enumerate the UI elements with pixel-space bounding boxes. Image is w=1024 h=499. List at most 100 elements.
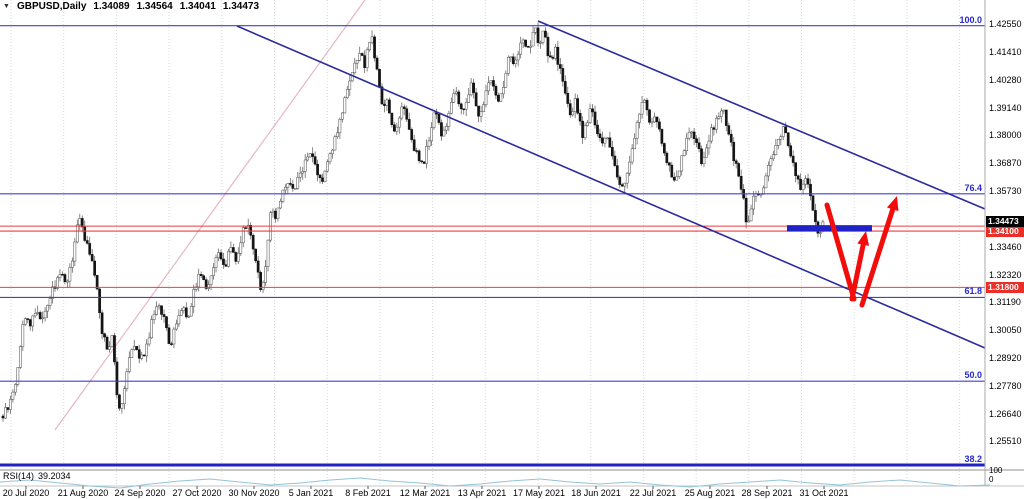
bull-candle: [779, 136, 783, 140]
bull-candle: [774, 145, 778, 155]
descending-trendline[interactable]: [236, 25, 986, 349]
bull-candle: [719, 110, 723, 117]
bull-candle: [306, 156, 310, 161]
bull-candle: [747, 220, 750, 223]
bull-candle: [685, 137, 689, 151]
bull-candle: [271, 210, 275, 213]
bull-candle: [687, 132, 691, 139]
bear-candle: [581, 120, 584, 138]
bear-candle: [167, 327, 171, 344]
bear-candle: [318, 174, 322, 179]
bear-candle: [474, 92, 478, 107]
date-axis-label: 8 Feb 2021: [345, 488, 391, 498]
bear-candle: [360, 53, 364, 56]
bull-candle: [214, 257, 218, 268]
price-axis-label: 1.41410: [989, 46, 1022, 57]
bear-candle: [536, 27, 540, 44]
bull-candle: [819, 232, 822, 234]
bear-candle: [412, 139, 416, 151]
bull-candle: [771, 154, 775, 160]
rsi-name: RSI(14): [3, 471, 35, 481]
bear-candle: [402, 106, 406, 109]
bull-candle: [603, 138, 607, 144]
fib-level-label[interactable]: 50.0: [964, 370, 982, 381]
bear-candle: [665, 152, 669, 163]
highlight-zone-rectangle[interactable]: [787, 225, 872, 232]
bull-candle: [56, 277, 59, 289]
bear-candle: [724, 109, 728, 126]
bear-candle: [383, 103, 386, 106]
bull-candle: [715, 118, 718, 130]
bear-candle: [809, 184, 812, 197]
bull-candle: [454, 91, 458, 94]
bull-candle: [702, 156, 706, 165]
fib-level-label[interactable]: 76.4: [964, 182, 982, 193]
drawn-arrow[interactable]: [849, 240, 867, 302]
date-axis-label: 18 Jun 2021: [571, 488, 621, 498]
bear-candle: [811, 195, 815, 211]
bull-candle: [21, 324, 25, 347]
bear-candle: [254, 248, 258, 262]
bull-candle: [293, 188, 297, 190]
price-axis-label: 1.32320: [989, 269, 1022, 280]
fib-level-label[interactable]: 100.0: [959, 14, 982, 25]
bear-candle: [566, 92, 570, 104]
rsi-scale-max: 100: [989, 466, 1003, 475]
bear-candle: [316, 163, 319, 176]
bear-candle: [814, 210, 817, 223]
ascending-trendline[interactable]: [54, 0, 366, 431]
bull-candle: [343, 97, 347, 114]
price-axis-label: 1.30050: [989, 325, 1022, 336]
bear-candle: [135, 346, 139, 350]
bull-candle: [355, 59, 359, 64]
bull-candle: [264, 266, 267, 283]
bull-candle: [177, 315, 181, 325]
bull-candle: [653, 116, 656, 123]
bear-candle: [734, 160, 738, 164]
bear-candle: [615, 165, 619, 178]
bear-candle: [380, 86, 384, 105]
bull-candle: [209, 275, 213, 285]
bull-candle: [23, 318, 27, 325]
bear-candle: [422, 161, 426, 164]
bear-candle: [786, 132, 790, 146]
bear-candle: [655, 116, 659, 123]
bull-candle: [187, 315, 191, 318]
descending-trendline[interactable]: [537, 20, 986, 210]
bull-candle: [633, 138, 636, 149]
bull-candle: [781, 126, 785, 137]
bull-candle: [279, 200, 282, 209]
bear-candle: [202, 275, 205, 280]
bear-candle: [363, 55, 366, 68]
bear-candle: [511, 56, 515, 65]
fib-level-label[interactable]: 61.8: [964, 286, 982, 297]
price-axis-label: 1.28920: [989, 352, 1022, 363]
bull-candle: [432, 112, 436, 128]
bull-candle: [677, 170, 681, 177]
bear-candle: [563, 81, 567, 94]
bear-candle: [784, 126, 788, 134]
price-axis-label: 1.39140: [989, 102, 1022, 113]
bull-candle: [308, 153, 312, 158]
bear-candle: [160, 305, 163, 315]
bear-candle: [526, 46, 530, 48]
bear-candle: [80, 218, 84, 228]
bull-candle: [120, 403, 124, 409]
ohlc-high-value: 1.34564: [136, 1, 173, 12]
fib-level-label[interactable]: 38.2: [964, 454, 982, 464]
date-axis-label: 25 Aug 2021: [684, 488, 736, 498]
bear-candle: [405, 108, 409, 120]
bear-candle: [415, 150, 419, 152]
price-axis-label: 1.27780: [989, 380, 1022, 391]
price-axis-label: 1.33460: [989, 241, 1022, 252]
bear-candle: [232, 247, 235, 253]
bull-candle: [776, 139, 780, 146]
drawn-arrow[interactable]: [824, 202, 857, 302]
date-axis-label: 24 Sep 2020: [114, 488, 166, 498]
bull-candle: [48, 298, 52, 306]
bull-candle: [506, 56, 510, 74]
bear-candle: [551, 56, 555, 59]
drawn-arrow[interactable]: [859, 204, 896, 308]
collapse-triangle-icon[interactable]: ▼: [3, 3, 10, 10]
